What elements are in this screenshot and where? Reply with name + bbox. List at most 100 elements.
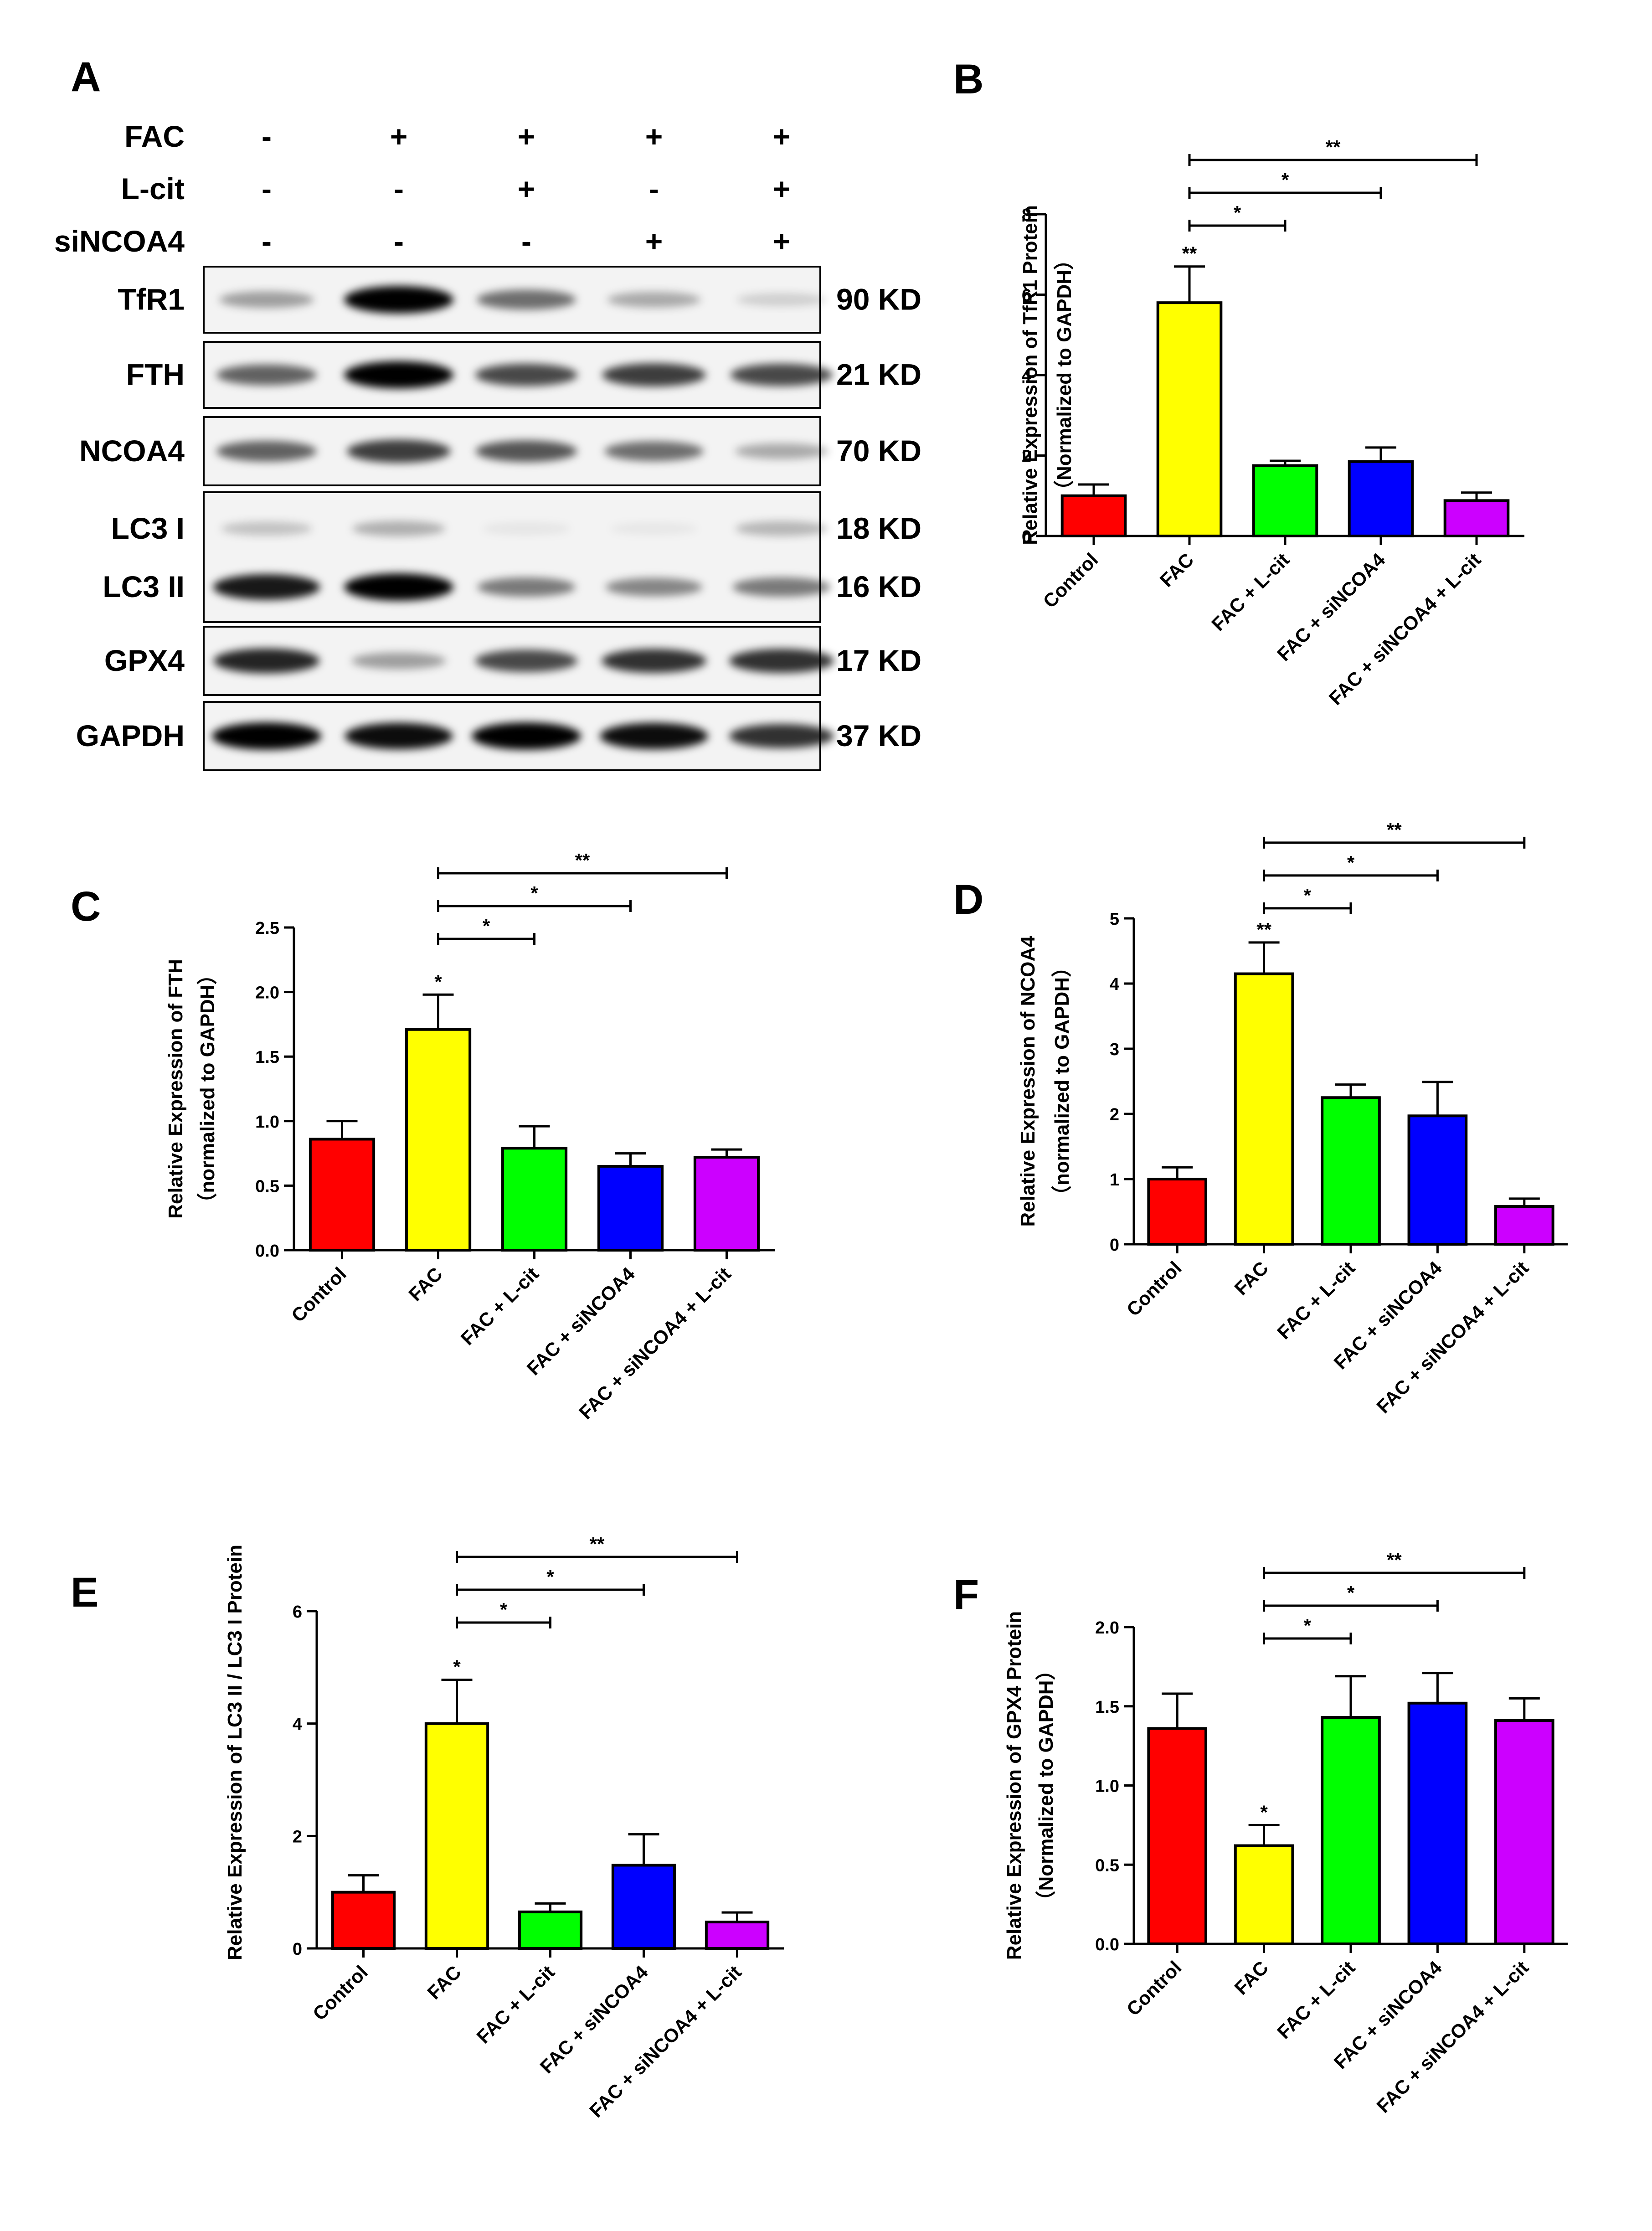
bar xyxy=(1321,1096,1381,1246)
blot-label-NCOA4: NCOA4 xyxy=(79,434,185,468)
treatment-mark: + xyxy=(773,224,791,258)
panel-letter-f: F xyxy=(953,1571,979,1618)
treatment-mark: - xyxy=(394,224,404,258)
y-axis-subtitle: （Normalized to GAPDH） xyxy=(1035,1660,1057,1911)
significance-mark: * xyxy=(1260,1801,1268,1823)
y-tick-label: 3 xyxy=(1110,1040,1119,1059)
comparison-mark: * xyxy=(1347,1582,1355,1603)
y-tick-label: 2 xyxy=(1110,1105,1119,1124)
blot-band xyxy=(347,439,451,463)
blot-band xyxy=(729,724,834,748)
y-axis-title: Relative Expression of LC3 II / LC3 I Pr… xyxy=(224,1545,246,1960)
panel-a-western-blot: A FAC - + + + + L-cit - - + - + siNCOA4 - - - + + TfR1 90 KD… xyxy=(54,54,921,771)
y-tick-label: 2 xyxy=(1022,447,1031,466)
comparison-mark: * xyxy=(483,915,490,937)
category-label: FAC + siNCOA4 + L-cit xyxy=(575,1263,735,1423)
comparison-mark: * xyxy=(530,882,538,904)
bar xyxy=(611,1864,676,1950)
y-tick-label: 1.0 xyxy=(255,1113,279,1132)
comparison-mark: * xyxy=(546,1566,554,1587)
bar xyxy=(1147,1727,1208,1945)
blot-band xyxy=(352,520,445,536)
blot-band xyxy=(732,577,831,597)
bar xyxy=(405,1028,472,1252)
blot-size: 16 KD xyxy=(836,570,921,603)
blot-band xyxy=(604,441,704,461)
bar xyxy=(1156,301,1223,538)
blot-band xyxy=(477,577,576,597)
blot-band xyxy=(475,440,577,462)
y-tick-label: 0.0 xyxy=(1095,1935,1119,1954)
category-label: FAC xyxy=(1230,1257,1272,1299)
category-label: FAC + L-cit xyxy=(473,1961,559,2047)
treatment-mark: + xyxy=(645,224,663,258)
category-label: FAC + L-cit xyxy=(457,1263,543,1349)
y-axis-title: Relative Expression of FTH xyxy=(165,959,187,1219)
comparison-mark: * xyxy=(1304,885,1312,906)
blot-band xyxy=(213,574,320,600)
blot-band xyxy=(475,649,578,672)
blot-band xyxy=(736,293,827,307)
blot-label-GPX4: GPX4 xyxy=(104,644,185,677)
category-label: Control xyxy=(1039,549,1102,612)
bar xyxy=(1407,1114,1468,1246)
treatment-mark: - xyxy=(394,172,404,206)
category-label: FAC + siNCOA4 + L-cit xyxy=(1325,549,1485,709)
treatment-label-FAC: FAC xyxy=(124,119,185,153)
blot-band xyxy=(735,443,829,459)
panel-letter-a: A xyxy=(71,54,101,100)
y-tick-label: 0 xyxy=(293,1940,302,1959)
category-label: Control xyxy=(287,1263,350,1326)
y-axis-subtitle: （normalized to GAPDH） xyxy=(196,964,219,1213)
bar xyxy=(331,1891,396,1950)
category-label: FAC xyxy=(423,1961,465,2004)
comparison-mark: ** xyxy=(590,1533,605,1555)
panel-letter-c: C xyxy=(71,883,101,930)
significance-mark: * xyxy=(434,971,442,992)
category-label: FAC xyxy=(1230,1957,1272,1999)
blot-band xyxy=(344,286,453,314)
y-tick-label: 4 xyxy=(1022,366,1031,386)
category-label: Control xyxy=(1122,1257,1186,1320)
category-label: FAC + siNCOA4 + L-cit xyxy=(1372,1257,1533,1417)
blot-size: 18 KD xyxy=(836,511,921,545)
blot-box xyxy=(203,491,821,623)
blot-size: 37 KD xyxy=(836,719,921,752)
blot-band xyxy=(345,722,453,750)
panel-letter-e: E xyxy=(71,1569,98,1616)
bar xyxy=(1494,1205,1554,1246)
y-tick-label: 0 xyxy=(1110,1236,1119,1255)
category-label: FAC + L-cit xyxy=(1273,1957,1359,2043)
blot-size: 17 KD xyxy=(836,644,921,677)
blot-size: 21 KD xyxy=(836,358,921,392)
bar xyxy=(1407,1701,1468,1946)
blot-band xyxy=(219,291,314,308)
treatment-mark: - xyxy=(521,224,531,258)
bar xyxy=(1234,1844,1294,1946)
category-label: Control xyxy=(1122,1957,1186,2020)
blot-label-LC3-I: LC3 I xyxy=(111,511,185,545)
bar xyxy=(1443,499,1510,537)
treatment-label-L-cit: L-cit xyxy=(121,172,185,206)
blot-band xyxy=(730,363,833,386)
treatment-mark: - xyxy=(262,119,272,153)
bar xyxy=(1060,494,1127,537)
y-tick-label: 0.5 xyxy=(1095,1856,1119,1875)
blot-band xyxy=(477,289,576,310)
y-axis-title: Relative Expression of GPX4 Protein xyxy=(1003,1611,1025,1960)
blot-band xyxy=(600,722,708,750)
blot-band xyxy=(605,577,703,597)
y-tick-label: 2.0 xyxy=(255,984,279,1003)
category-label: FAC xyxy=(404,1263,447,1305)
blot-band xyxy=(351,652,446,670)
comparison-mark: ** xyxy=(1326,136,1341,158)
blot-band xyxy=(213,648,320,674)
comparison-mark: * xyxy=(500,1599,508,1620)
blot-band xyxy=(212,722,321,750)
blot-label-GAPDH: GAPDH xyxy=(76,719,185,752)
y-axis-title: Relative Expression of NCOA4 xyxy=(1017,936,1039,1227)
treatment-mark: + xyxy=(518,119,535,153)
blot-band xyxy=(472,722,581,750)
